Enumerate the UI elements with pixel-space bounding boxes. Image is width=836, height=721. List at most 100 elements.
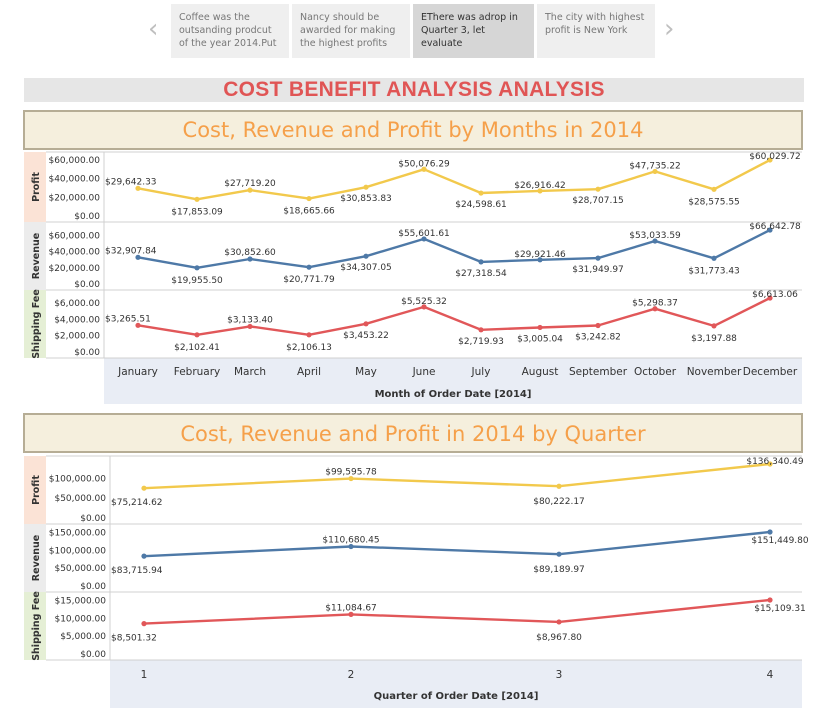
monthly-profit-point[interactable] [135, 185, 141, 191]
monthly-x-tick-label: January [117, 366, 158, 378]
monthly-revenue-point[interactable] [478, 259, 484, 265]
monthly-profit-tick-label: $20,000.00 [48, 193, 100, 203]
monthly-revenue-point[interactable] [537, 257, 543, 263]
monthly-profit-data-label: $17,853.09 [171, 207, 223, 217]
monthly-shipping-fee-point[interactable] [194, 332, 200, 338]
quarterly-x-axis-band [110, 660, 802, 708]
monthly-shipping-fee-point[interactable] [537, 324, 543, 331]
quarterly-shipping-fee-label-band [24, 592, 46, 660]
monthly-profit-data-label: $26,916.42 [514, 181, 566, 191]
quarterly-revenue-label-band [24, 524, 46, 592]
monthly-revenue-data-label: $29,921.46 [514, 250, 566, 260]
quarterly-shipping-fee-point[interactable] [141, 621, 147, 627]
quarterly-profit-point[interactable] [767, 461, 773, 467]
monthly-shipping-fee-point[interactable] [478, 327, 484, 333]
monthly-shipping-fee-point[interactable] [247, 323, 253, 330]
monthly-shipping-fee-point[interactable] [652, 306, 658, 312]
monthly-revenue-point[interactable] [711, 255, 717, 261]
monthly-profit-point[interactable] [767, 157, 773, 163]
monthly-profit-point[interactable] [363, 184, 369, 190]
quarterly-shipping-fee-tick-label: $15,000.00 [54, 596, 106, 606]
monthly-shipping-fee-line [137, 296, 771, 336]
monthly-shipping-fee-data-label: $6,613.06 [752, 290, 798, 300]
monthly-profit-label-band [24, 152, 46, 222]
monthly-shipping-fee-point[interactable] [135, 322, 141, 328]
monthly-revenue-tick-label: $60,000.00 [48, 231, 100, 241]
monthly-profit-tick-label: $40,000.00 [48, 175, 100, 185]
quarterly-shipping-fee-data-label: $15,109.31 [754, 604, 806, 614]
monthly-revenue-point[interactable] [363, 253, 369, 259]
monthly-profit-data-label: $24,598.61 [455, 200, 507, 210]
story-point-2[interactable]: Nancy should be awarded for making the h… [292, 4, 410, 58]
monthly-shipping-fee-point[interactable] [421, 304, 427, 310]
monthly-profit-point[interactable] [711, 186, 717, 192]
quarterly-revenue-point[interactable] [556, 551, 562, 557]
monthly-profit-point[interactable] [247, 187, 253, 193]
monthly-shipping-fee-point[interactable] [306, 332, 312, 338]
monthly-profit-row-label: Profit [31, 172, 42, 202]
chevron-left-icon[interactable]: ‹ [148, 14, 159, 44]
quarterly-revenue-point[interactable] [141, 553, 147, 559]
monthly-profit-point[interactable] [537, 188, 543, 194]
monthly-profit-point[interactable] [306, 195, 312, 202]
monthly-revenue-point[interactable] [421, 236, 427, 242]
monthly-revenue-point[interactable] [306, 264, 312, 270]
quarterly-profit-line [143, 462, 771, 490]
monthly-x-axis-band [104, 358, 802, 404]
quarterly-profit-point[interactable] [141, 485, 147, 491]
monthly-shipping-fee-data-label: $5,298.37 [632, 299, 678, 309]
monthly-profit-point[interactable] [421, 166, 427, 172]
quarterly-profit-point[interactable] [556, 483, 562, 489]
quarterly-x-tick-label: 2 [348, 669, 355, 681]
monthly-shipping-fee-tick-label: $0.00 [74, 348, 100, 358]
monthly-revenue-tick-label: $20,000.00 [48, 264, 100, 274]
monthly-shipping-fee-point[interactable] [363, 321, 369, 327]
monthly-shipping-fee-data-label: $3,133.40 [227, 315, 273, 325]
monthly-shipping-fee-point[interactable] [711, 323, 717, 329]
quarterly-profit-tick-label: $0.00 [80, 514, 106, 524]
monthly-shipping-fee-data-label: $2,106.13 [286, 343, 332, 353]
monthly-profit-line [137, 158, 771, 201]
monthly-revenue-point[interactable] [595, 255, 601, 261]
quarterly-title-box [23, 413, 803, 453]
monthly-revenue-point[interactable] [135, 254, 141, 260]
monthly-shipping-fee-point[interactable] [595, 322, 601, 329]
monthly-shipping-fee-data-label: $3,197.88 [691, 334, 737, 344]
quarterly-profit-point[interactable] [348, 475, 354, 482]
quarterly-revenue-point[interactable] [348, 543, 354, 550]
monthly-profit-tick-label: $60,000.00 [48, 156, 100, 166]
monthly-x-tick-label: October [634, 366, 677, 378]
monthly-shipping-fee-point[interactable] [767, 295, 773, 301]
monthly-revenue-point[interactable] [767, 227, 773, 233]
quarterly-chart-title: Cost, Revenue and Profit in 2014 by Quar… [180, 422, 646, 446]
monthly-revenue-point[interactable] [652, 238, 658, 244]
monthly-revenue-point[interactable] [247, 256, 253, 262]
quarterly-shipping-fee-point[interactable] [767, 597, 773, 603]
quarterly-shipping-fee-tick-label: $10,000.00 [54, 614, 106, 624]
monthly-profit-point[interactable] [595, 186, 601, 192]
monthly-x-tick-label: August [522, 366, 559, 378]
monthly-revenue-data-label: $30,852.60 [224, 248, 276, 258]
monthly-profit-point[interactable] [194, 196, 200, 202]
monthly-profit-data-label: $18,665.66 [283, 207, 335, 217]
monthly-profit-point[interactable] [652, 168, 658, 175]
monthly-profit-point[interactable] [478, 190, 484, 196]
chevron-right-icon[interactable]: › [664, 14, 675, 44]
story-point-4[interactable]: The city with highest profit is New York [537, 4, 655, 58]
monthly-revenue-point[interactable] [194, 265, 200, 271]
quarterly-shipping-fee-row-label: Shipping Fee [31, 591, 42, 661]
monthly-x-axis-title: Month of Order Date [2014] [375, 389, 532, 400]
monthly-shipping-fee-tick-label: $4,000.00 [54, 315, 100, 325]
quarterly-shipping-fee-point[interactable] [348, 611, 354, 617]
quarterly-revenue-point[interactable] [767, 529, 773, 535]
quarterly-revenue-tick-label: $150,000.00 [49, 529, 107, 539]
monthly-shipping-fee-data-label: $3,242.82 [575, 333, 621, 343]
quarterly-shipping-fee-point[interactable] [556, 619, 562, 625]
quarterly-profit-data-label: $99,595.78 [325, 468, 377, 478]
story-point-1[interactable]: Coffee was the outsanding prodcut of the… [171, 4, 289, 58]
quarterly-x-tick-label: 1 [141, 669, 148, 681]
story-point-3[interactable]: EThere was adrop in Quarter 3, let evalu… [413, 4, 534, 58]
monthly-revenue-data-label: $32,907.84 [105, 246, 157, 256]
monthly-profit-data-label: $28,707.15 [572, 196, 624, 206]
